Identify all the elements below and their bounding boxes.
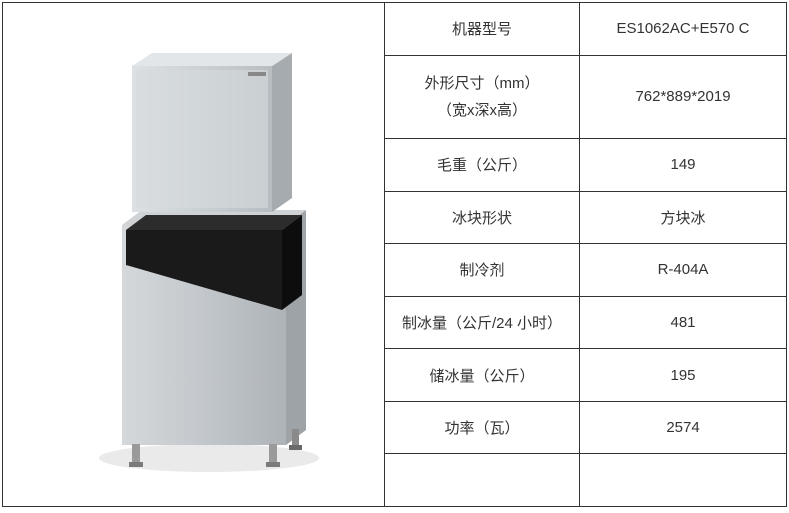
spec-label: 储冰量（公斤）: [385, 349, 580, 401]
spec-label: 功率（瓦）: [385, 402, 580, 454]
table-row: 冰块形状 方块冰: [385, 192, 786, 245]
product-image-cell: [3, 3, 385, 506]
ice-machine-illustration: [54, 30, 334, 480]
spec-value: 481: [580, 297, 786, 349]
spec-label: 制冰量（公斤/24 小时）: [385, 297, 580, 349]
spec-label: 制冷剂: [385, 244, 580, 296]
table-row: 制冰量（公斤/24 小时） 481: [385, 297, 786, 350]
spec-label: 冰块形状: [385, 192, 580, 244]
spec-container: 机器型号 ES1062AC+E570 C 外形尺寸（mm） （宽x深x高） 76…: [2, 2, 787, 507]
spec-label: 外形尺寸（mm） （宽x深x高）: [385, 56, 580, 139]
spec-value: 2574: [580, 402, 786, 454]
spec-value: [580, 454, 786, 506]
spec-value: R-404A: [580, 244, 786, 296]
table-row: 毛重（公斤） 149: [385, 139, 786, 192]
table-row: 机器型号 ES1062AC+E570 C: [385, 3, 786, 56]
table-row: 功率（瓦） 2574: [385, 402, 786, 455]
table-row: [385, 454, 786, 506]
table-row: 制冷剂 R-404A: [385, 244, 786, 297]
spec-value: ES1062AC+E570 C: [580, 3, 786, 55]
table-row: 储冰量（公斤） 195: [385, 349, 786, 402]
table-row: 外形尺寸（mm） （宽x深x高） 762*889*2019: [385, 56, 786, 140]
spec-value: 762*889*2019: [580, 56, 786, 139]
spec-value: 149: [580, 139, 786, 191]
spec-table: 机器型号 ES1062AC+E570 C 外形尺寸（mm） （宽x深x高） 76…: [385, 3, 786, 506]
spec-label: 机器型号: [385, 3, 580, 55]
spec-label: [385, 454, 580, 506]
spec-label: 毛重（公斤）: [385, 139, 580, 191]
spec-value: 195: [580, 349, 786, 401]
spec-value: 方块冰: [580, 192, 786, 244]
